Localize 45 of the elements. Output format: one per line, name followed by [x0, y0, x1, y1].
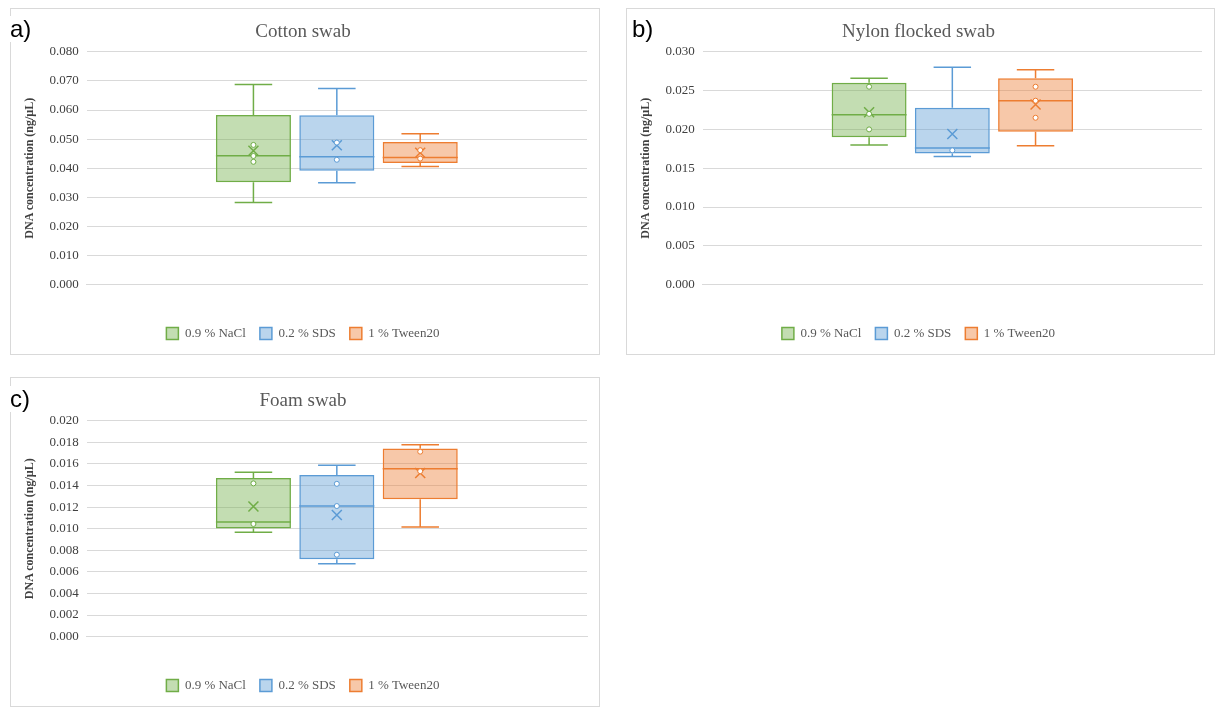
legend-label: 1 % Tween20 — [368, 324, 440, 340]
text: a) — [10, 15, 32, 42]
chart-title: Cotton swab — [255, 20, 351, 42]
y-tick-label: 0.025 — [665, 82, 695, 98]
y-tick-label: 0.006 — [49, 563, 80, 579]
y-tick-label: 0.020 — [49, 217, 79, 233]
y-tick-label: 0.070 — [49, 72, 79, 88]
text: b) — [632, 15, 654, 42]
y-tick-label: 0.008 — [49, 541, 79, 557]
y-tick-label: 0.014 — [49, 476, 80, 492]
y-tick-label: 0.000 — [49, 276, 79, 292]
y-tick-label: 0.030 — [665, 43, 695, 59]
y-tick-label: 0.010 — [49, 246, 79, 262]
legend-label: 1 % Tween20 — [983, 324, 1055, 340]
y-tick-label: 0.040 — [49, 159, 79, 175]
y-tick-label: 0.005 — [665, 237, 695, 253]
legend-label: 0.2 % SDS — [278, 324, 336, 340]
y-tick-label: 0.004 — [49, 584, 80, 600]
text: c) — [10, 385, 30, 412]
y-axis-title: DNA concentration (ng/µL) — [22, 97, 37, 239]
y-tick-label: 0.020 — [49, 412, 79, 428]
y-tick-label: 0.018 — [49, 433, 79, 449]
legend-label: 0.2 % SDS — [278, 676, 336, 692]
y-tick-label: 0.015 — [665, 159, 695, 175]
chart-title: Foam swab — [259, 389, 347, 411]
chart-title: Nylon flocked swab — [841, 20, 996, 42]
y-tick-label: 0.080 — [49, 43, 79, 59]
legend-label: 0.9 % NaCl — [184, 676, 247, 692]
legend-label: 0.2 % SDS — [893, 324, 952, 340]
y-tick-label: 0.000 — [49, 628, 79, 644]
y-tick-label: 0.020 — [665, 120, 695, 136]
y-tick-label: 0.030 — [49, 188, 79, 204]
y-tick-label: 0.000 — [665, 276, 695, 292]
y-tick-label: 0.016 — [49, 455, 80, 471]
y-tick-label: 0.012 — [49, 498, 79, 514]
legend-label: 0.9 % NaCl — [800, 324, 862, 340]
y-tick-label: 0.060 — [49, 101, 79, 117]
y-tick-label: 0.010 — [49, 520, 79, 536]
y-axis-title: DNA concentration (ng/µL) — [638, 97, 653, 239]
legend-label: 1 % Tween20 — [368, 676, 440, 692]
legend-label: 0.9 % NaCl — [184, 324, 247, 340]
y-tick-label: 0.002 — [49, 606, 79, 622]
y-tick-label: 0.050 — [49, 130, 79, 146]
y-tick-label: 0.010 — [665, 198, 695, 214]
y-axis-title: DNA concentration (ng/µL) — [22, 458, 37, 600]
